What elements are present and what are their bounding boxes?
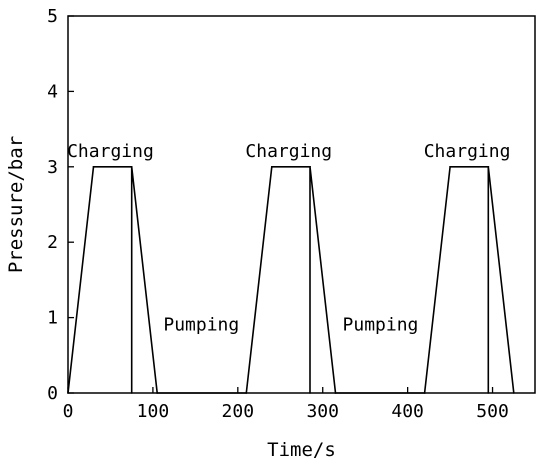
y-tick-label: 5 bbox=[47, 6, 58, 27]
axis-ticks: 0 100 200 300 400 500 0 1 2 3 4 5 bbox=[47, 6, 509, 422]
x-tick-label: 400 bbox=[391, 401, 424, 422]
series-group bbox=[67, 166, 515, 394]
y-tick-label: 0 bbox=[47, 383, 58, 404]
series-point bbox=[334, 392, 337, 394]
phase-annotation: Pumping bbox=[343, 314, 419, 335]
x-tick-label: 300 bbox=[306, 401, 339, 422]
phase-annotation: Charging bbox=[245, 141, 332, 162]
pressure-series-line bbox=[67, 166, 515, 394]
annotation-group: Charging Charging Charging Pumping Pumping bbox=[67, 141, 510, 335]
series-point bbox=[487, 392, 490, 394]
series-point bbox=[130, 392, 133, 394]
series-point bbox=[67, 392, 69, 394]
series-point bbox=[487, 166, 490, 168]
phase-annotation: Charging bbox=[67, 141, 154, 162]
plot-frame bbox=[67, 15, 536, 394]
series-point bbox=[92, 166, 95, 168]
y-tick-label: 1 bbox=[47, 308, 58, 329]
x-tick-label: 200 bbox=[222, 401, 255, 422]
phase-annotation: Pumping bbox=[163, 314, 239, 335]
series-point bbox=[449, 166, 451, 168]
phase-annotation: Charging bbox=[424, 141, 511, 162]
series-point bbox=[156, 392, 158, 394]
series-point bbox=[512, 392, 515, 394]
y-tick-label: 4 bbox=[47, 81, 58, 102]
series-point bbox=[270, 166, 273, 168]
x-tick-label: 0 bbox=[63, 401, 74, 422]
x-tick-label: 100 bbox=[137, 401, 170, 422]
series-point bbox=[130, 166, 133, 168]
series-point bbox=[423, 392, 426, 394]
series-point bbox=[245, 392, 248, 394]
x-tick-label: 500 bbox=[476, 401, 509, 422]
series-point bbox=[309, 166, 311, 168]
series-point bbox=[309, 392, 311, 394]
y-axis-title: Pressure/bar bbox=[5, 136, 27, 273]
y-tick-label: 2 bbox=[47, 232, 58, 253]
x-axis-title: Time/s bbox=[267, 439, 336, 461]
y-tick-label: 3 bbox=[47, 157, 58, 178]
